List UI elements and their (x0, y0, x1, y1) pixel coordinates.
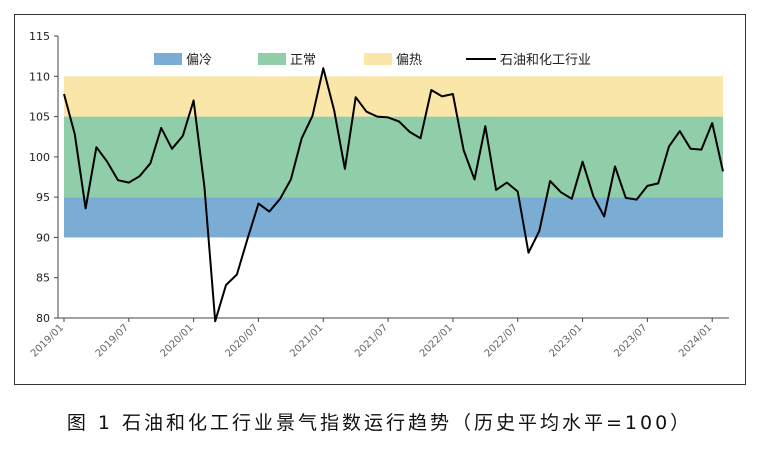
y-tick-label: 90 (36, 231, 50, 244)
x-tick-label: 2023/07 (612, 322, 649, 359)
legend-label: 偏热 (396, 53, 422, 68)
x-tick-label: 2021/07 (353, 322, 390, 359)
x-tick-label: 2022/01 (418, 322, 455, 359)
legend-swatch-1 (258, 53, 286, 65)
band-1 (64, 116, 723, 198)
y-tick-label: 105 (29, 111, 50, 124)
legend-swatch-0 (154, 53, 182, 65)
line-chart: 80 85 90 95 100 105 110 115 2019/01 2019/07 2020/0… (29, 30, 729, 359)
legend-label: 石油和化工行业 (500, 53, 591, 68)
figure-caption: 图 1 石油和化工行业景气指数运行趋势（历史平均水平=100） (66, 412, 693, 434)
y-tick-label: 115 (29, 30, 50, 43)
legend-swatch-2 (364, 53, 392, 65)
x-tick-label: 2023/01 (548, 322, 585, 359)
x-tick-label: 2020/07 (223, 322, 260, 359)
band-2 (64, 76, 723, 117)
x-tick-label: 2021/01 (288, 322, 325, 359)
legend-label: 偏冷 (186, 53, 212, 68)
y-tick-label: 100 (29, 151, 50, 164)
x-tick-label: 2019/07 (94, 322, 131, 359)
y-tick-label: 80 (36, 312, 50, 325)
band-0 (64, 197, 723, 238)
x-tick-label: 2019/01 (29, 322, 66, 359)
series-line (63, 67, 724, 323)
y-tick-label: 85 (36, 272, 50, 285)
x-tick-label: 2020/01 (159, 322, 196, 359)
legend-label: 正常 (290, 53, 316, 68)
y-tick-label: 95 (36, 191, 50, 204)
x-tick-label: 2024/01 (677, 322, 714, 359)
x-tick-label: 2022/07 (483, 322, 520, 359)
y-tick-label: 110 (29, 70, 50, 83)
